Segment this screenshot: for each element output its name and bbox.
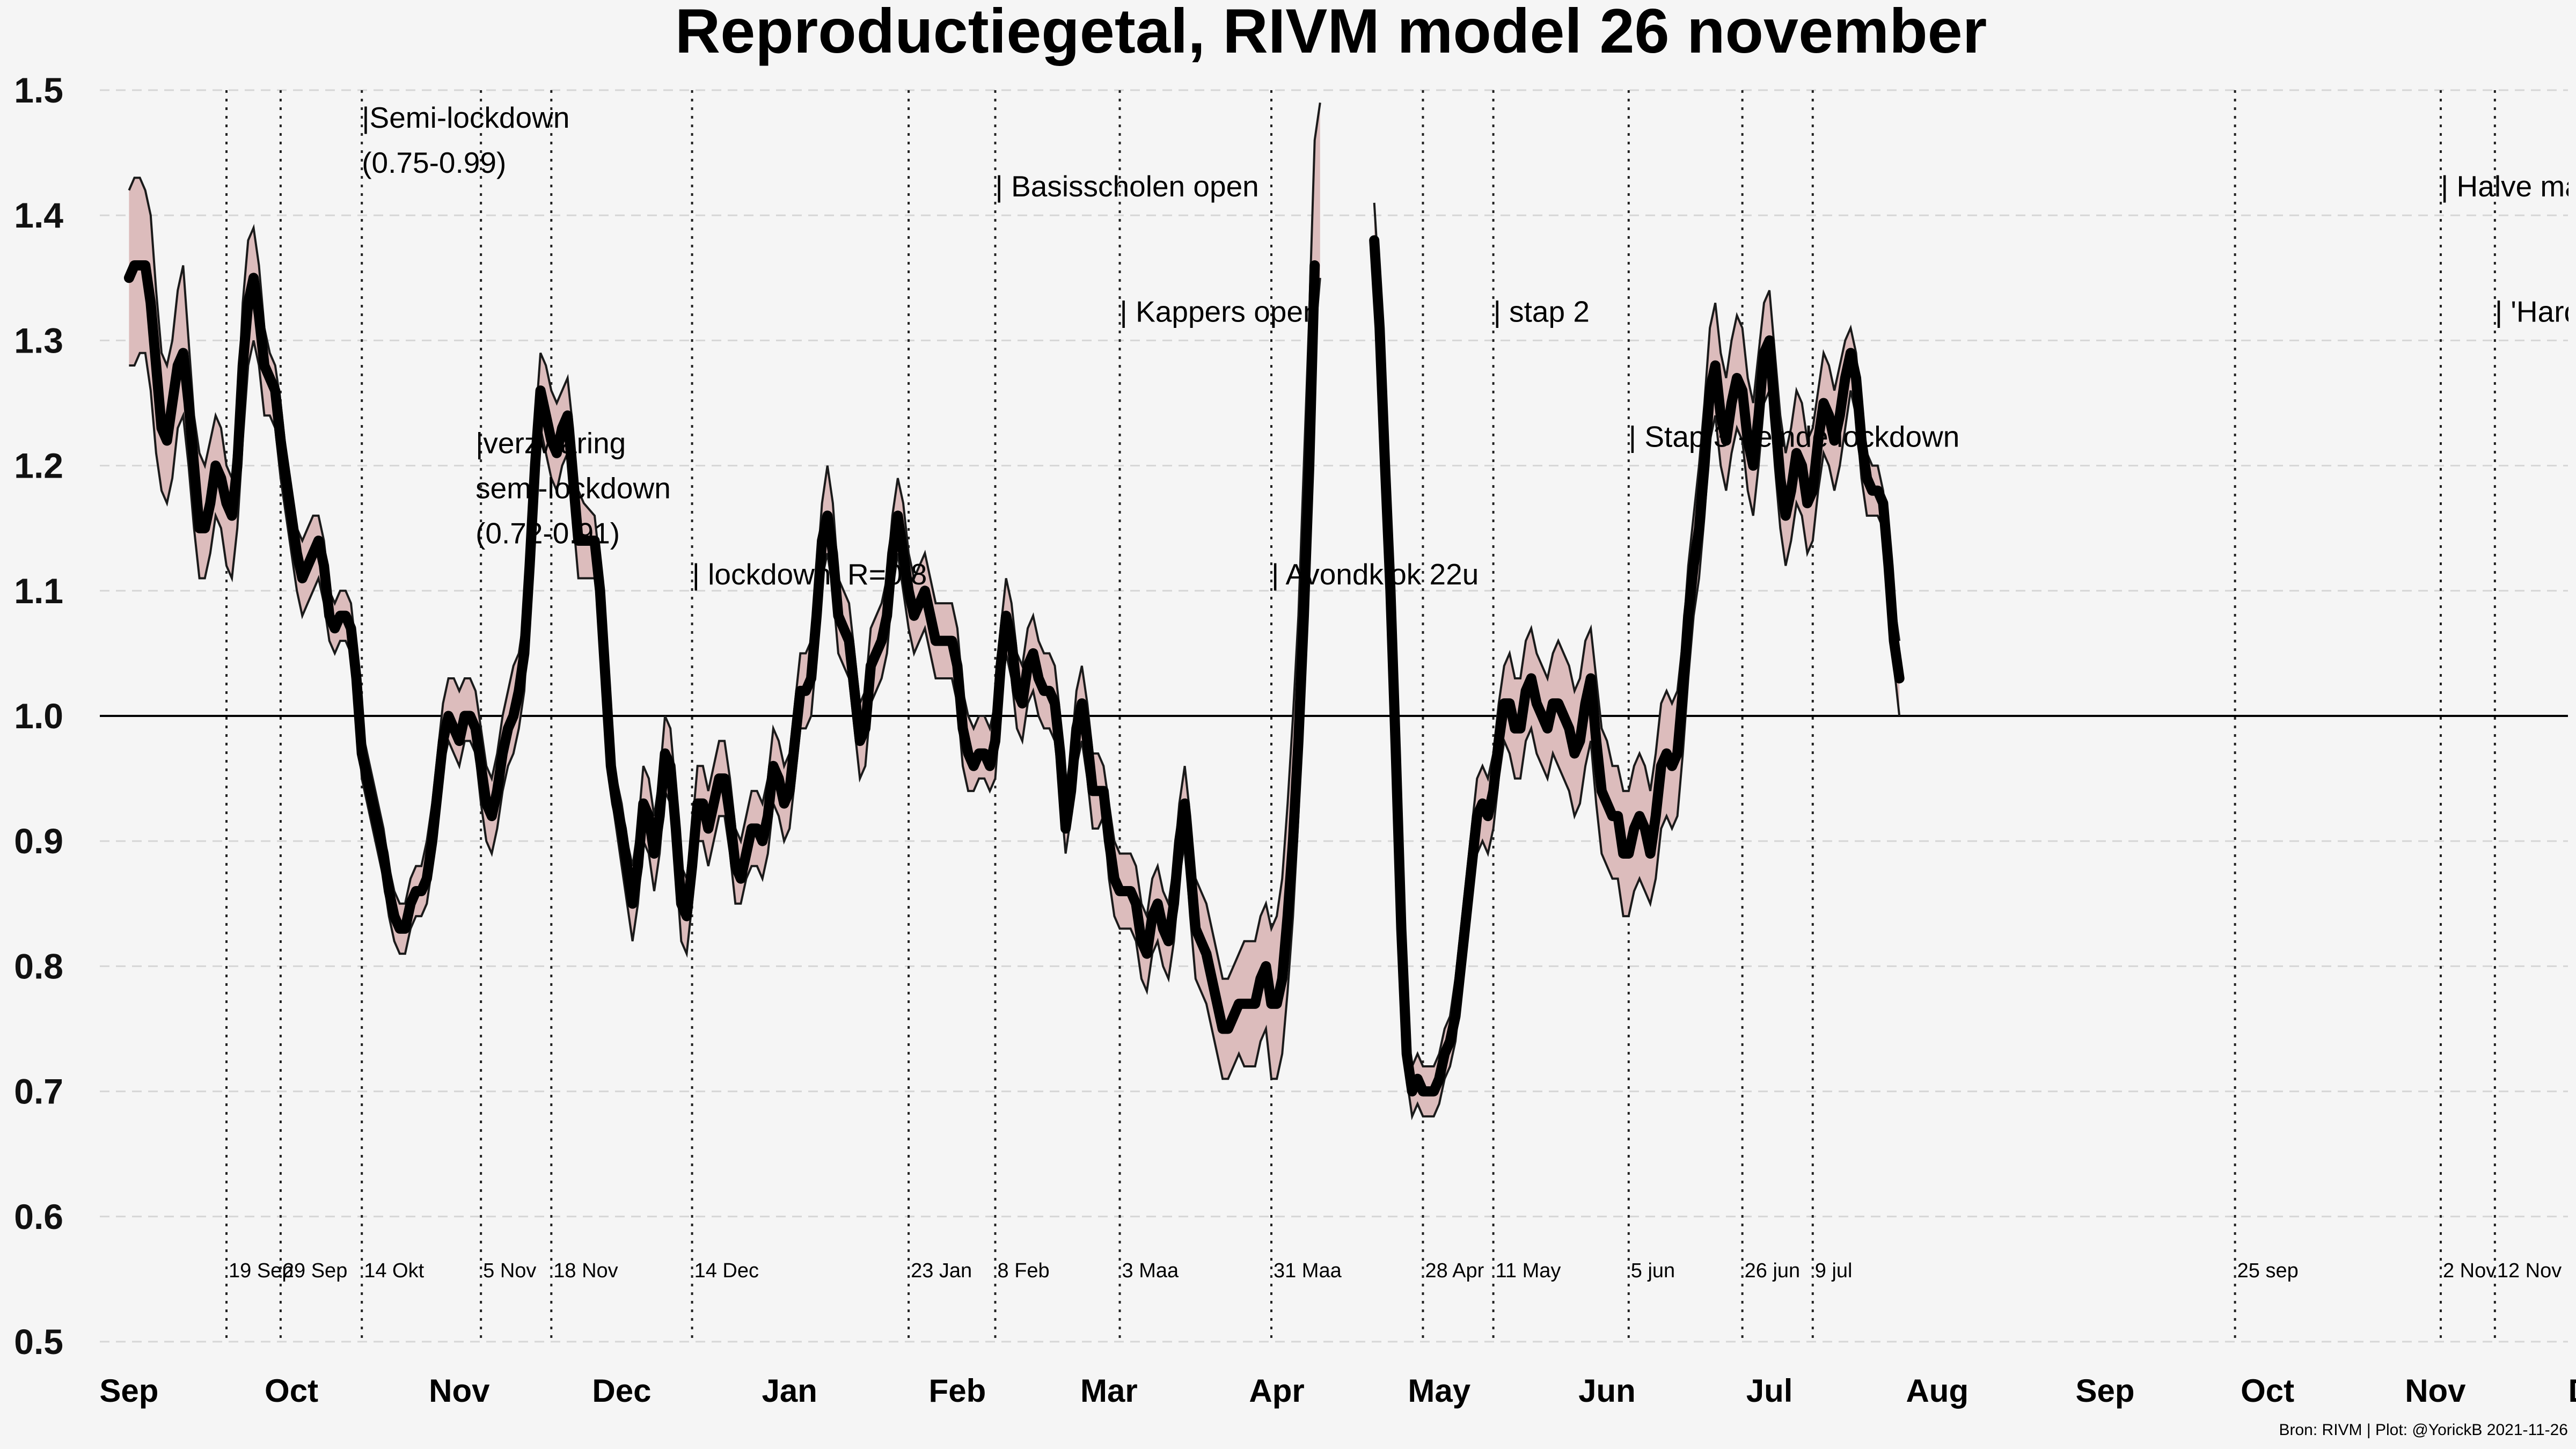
y-tick-label: 1.4 xyxy=(14,195,63,235)
event-label: 9 jul xyxy=(1815,1260,1853,1282)
x-tick-label: Sep xyxy=(99,1373,158,1409)
confidence-band xyxy=(128,103,1901,1121)
annotation-text: | Stap 3 - einde lockdown xyxy=(1629,420,1960,453)
annotation-line: (0.75-0.99) xyxy=(362,146,506,179)
x-tick-label: Oct xyxy=(265,1373,318,1409)
annotation-line: | Basisscholen open xyxy=(996,170,1259,203)
source-credit: Bron: RIVM | Plot: @YorickB 2021-11-26 xyxy=(2279,1421,2568,1439)
x-tick-label: Nov xyxy=(429,1373,490,1409)
event-label: 14 Okt xyxy=(364,1260,424,1282)
event-label: 3 Maa xyxy=(1122,1260,1179,1282)
annotation-line: | stap 2 xyxy=(1494,295,1590,328)
annotation-text: | Kappers open xyxy=(1120,295,1320,328)
r-line xyxy=(123,260,1320,1034)
annotation-line: | Stap 3 - einde lockdown xyxy=(1629,420,1960,453)
event-label: 12 Nov xyxy=(2497,1260,2562,1282)
y-tick-label: 0.9 xyxy=(14,821,63,861)
event-label: 29 Sep xyxy=(283,1260,347,1282)
chart-title: Reproductiegetal, RIVM model 26 november xyxy=(675,0,1987,66)
event-label: 14 Dec xyxy=(694,1260,759,1282)
event-label: 2 Nov xyxy=(2443,1260,2496,1282)
y-tick-label: 1.3 xyxy=(14,320,63,360)
series-lines xyxy=(123,235,1905,1097)
x-tick-label: Sep xyxy=(2076,1373,2135,1409)
annotation-text: | Basisscholen open xyxy=(996,170,1259,203)
event-label: 5 jun xyxy=(1631,1260,1675,1282)
x-tick-label: Aug xyxy=(1906,1373,1968,1409)
band-area xyxy=(129,103,1320,1079)
x-tick-label: Mar xyxy=(1080,1373,1138,1409)
event-label: 11 May xyxy=(1496,1260,1561,1282)
x-tick-label: May xyxy=(1408,1373,1470,1409)
band-upper-line xyxy=(1373,202,1901,1071)
annotation-text: | 'Harde knip' xyxy=(2495,295,2576,328)
event-label: 28 Apr xyxy=(1425,1260,1484,1282)
x-axis: Sep Oct Nov Dec Jan Feb Mar Apr May Jun Jul Aug Sep O… xyxy=(99,1373,2576,1409)
event-label: 23 Jan xyxy=(911,1260,972,1282)
y-axis: 0.5 0.6 0.7 0.8 0.9 1.0 1.1 1.2 1.3 1.4 1.5 xyxy=(14,70,63,1362)
y-tick-label: 0.5 xyxy=(14,1322,63,1362)
annotation-text: | Halve maatregelen xyxy=(2441,170,2576,203)
annotation-line: | 'Harde knip' xyxy=(2495,295,2576,328)
event-label: 5 Nov xyxy=(483,1260,536,1282)
band-upper-line xyxy=(128,103,1321,980)
r-line xyxy=(1369,235,1905,1097)
event-label: 31 Maa xyxy=(1274,1260,1342,1282)
annotation-text: |Semi-lockdown (0.75-0.99) xyxy=(362,101,569,179)
y-tick-label: 0.8 xyxy=(14,946,63,986)
x-tick-label: Feb xyxy=(929,1373,986,1409)
event-label: 8 Feb xyxy=(998,1260,1050,1282)
y-tick-label: 1.2 xyxy=(14,446,63,486)
x-tick-label: Nov xyxy=(2405,1373,2466,1409)
y-tick-label: 1.1 xyxy=(14,571,63,611)
x-tick-label: Jan xyxy=(762,1373,817,1409)
event-label: 26 jun xyxy=(1745,1260,1801,1282)
y-tick-label: 0.6 xyxy=(14,1197,63,1236)
annotations: |Semi-lockdown (0.75-0.99) |verzwaring semi… xyxy=(362,101,2576,591)
annotation-text: | Avondklok 22u xyxy=(1271,558,1479,591)
annotation-line: | Halve maatregelen xyxy=(2441,170,2576,203)
x-tick-label: Dec xyxy=(2568,1373,2576,1409)
x-tick-label: Jul xyxy=(1746,1373,1793,1409)
annotation-text: |verzwaring semi-lockdown (0.72-0.91) xyxy=(475,426,671,550)
annotation-line: | Avondklok 22u xyxy=(1271,558,1479,591)
annotation-line: (0.72-0.91) xyxy=(475,516,620,550)
y-tick-label: 1.5 xyxy=(14,70,63,110)
annotation-line: semi-lockdown xyxy=(475,471,671,504)
event-label: 18 Nov xyxy=(553,1260,618,1282)
annotation-text: | stap 2 xyxy=(1494,295,1590,328)
annotation-text: | lockdown, R=0.8 xyxy=(692,558,927,591)
x-tick-label: Dec xyxy=(592,1373,651,1409)
x-tick-label: Jun xyxy=(1578,1373,1636,1409)
y-tick-label: 0.7 xyxy=(14,1072,63,1111)
x-tick-label: Oct xyxy=(2241,1373,2294,1409)
annotation-line: | Kappers open xyxy=(1120,295,1320,328)
annotation-line: |verzwaring xyxy=(475,426,626,459)
y-tick-label: 1.0 xyxy=(14,696,63,736)
event-label: 19 Sep xyxy=(229,1260,293,1282)
annotation-line: | lockdown, R=0.8 xyxy=(692,558,927,591)
event-label: 25 sep xyxy=(2237,1260,2299,1282)
annotation-line: |Semi-lockdown xyxy=(362,101,569,134)
x-tick-label: Apr xyxy=(1249,1373,1304,1409)
